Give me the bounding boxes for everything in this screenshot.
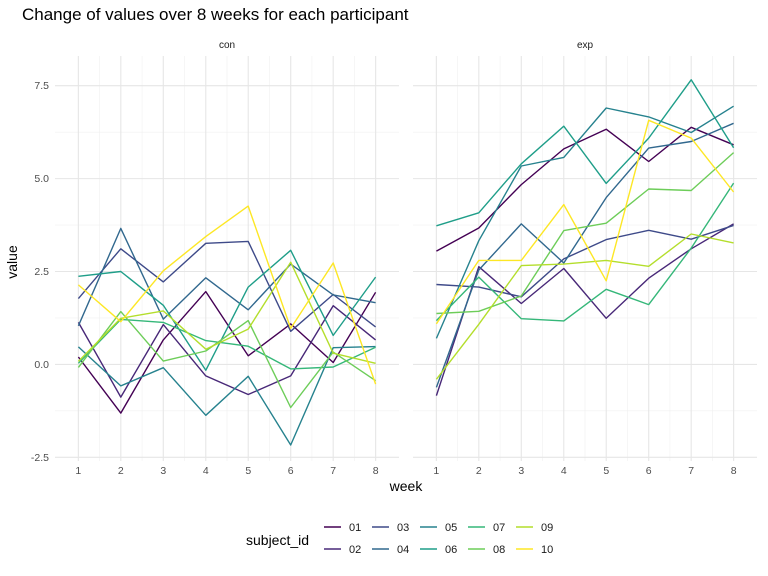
legend-item-01: 01 xyxy=(324,522,361,534)
y-axis-title: value xyxy=(4,245,20,279)
legend-label: 09 xyxy=(541,522,553,534)
x-tick-label: 6 xyxy=(646,465,652,477)
series-line-exp-09 xyxy=(435,233,734,380)
y-tick-label: 0.0 xyxy=(34,359,49,371)
legend-label: 06 xyxy=(445,544,457,556)
series-line-con-03 xyxy=(77,240,377,332)
series-line-exp-05 xyxy=(435,105,734,339)
x-tick-label: 7 xyxy=(688,465,694,477)
series-line-con-09 xyxy=(77,261,376,364)
x-axis-title: week xyxy=(389,478,424,494)
legend-label: 08 xyxy=(493,544,505,556)
legend-label: 02 xyxy=(349,544,361,556)
series-line-exp-04 xyxy=(435,122,734,388)
facet-strip-label: exp xyxy=(577,40,594,51)
x-tick-label: 8 xyxy=(731,465,737,477)
x-tick-label: 6 xyxy=(288,465,294,477)
y-tick-label: 7.5 xyxy=(34,80,49,92)
legend-label: 10 xyxy=(541,544,553,556)
x-tick-label: 4 xyxy=(203,465,209,477)
x-tick-label: 1 xyxy=(433,465,439,477)
facet-panel-con: con 1 2 3 4 5 6 7 8 -2.5 0.0 2.5 5.0 7.5 xyxy=(31,40,399,477)
x-tick-label: 1 xyxy=(75,465,81,477)
x-tick-label: 5 xyxy=(245,465,251,477)
x-tick-label: 3 xyxy=(160,465,166,477)
legend-label: 04 xyxy=(397,544,409,556)
x-tick-label: 4 xyxy=(561,465,567,477)
series-line-con-05 xyxy=(77,345,376,446)
legend-item-03: 03 xyxy=(372,522,409,534)
series-line-con-08 xyxy=(77,310,376,409)
chart-title: Change of values over 8 weeks for each p… xyxy=(22,5,409,24)
series-line-con-04 xyxy=(77,227,376,327)
facet-strip-label: con xyxy=(219,40,235,51)
series-line-con-10 xyxy=(77,205,377,385)
series-line-exp-10 xyxy=(435,119,735,325)
series-line-con-02 xyxy=(77,305,377,398)
y-tick-label: -2.5 xyxy=(31,452,49,464)
legend-item-02: 02 xyxy=(324,544,361,556)
facet-panel-exp: exp 1 2 3 4 5 6 7 8 xyxy=(413,40,757,477)
legend-item-07: 07 xyxy=(468,522,505,534)
series-line-exp-01 xyxy=(436,126,734,252)
legend-item-08: 08 xyxy=(468,544,505,556)
legend-item-05: 05 xyxy=(420,522,457,534)
series-line-exp-02 xyxy=(435,223,734,396)
series-line-exp-07 xyxy=(435,182,735,322)
legend-label: 03 xyxy=(397,522,409,534)
series-line-exp-03 xyxy=(436,224,734,298)
x-tick-label: 2 xyxy=(118,465,124,477)
legend-item-09: 09 xyxy=(516,522,553,534)
legend-item-06: 06 xyxy=(420,544,457,556)
x-tick-label: 3 xyxy=(518,465,524,477)
legend-title: subject_id xyxy=(246,532,309,548)
legend-label: 05 xyxy=(445,522,457,534)
x-tick-label: 7 xyxy=(330,465,336,477)
series-line-con-01 xyxy=(77,290,377,414)
x-tick-label: 5 xyxy=(603,465,609,477)
x-tick-label: 8 xyxy=(373,465,379,477)
legend: subject_id 01 02 03 04 05 06 07 08 09 10 xyxy=(246,522,553,556)
series-line-con-06 xyxy=(78,249,377,371)
facet-panels: con 1 2 3 4 5 6 7 8 -2.5 0.0 2.5 5.0 7.5 exp 1 2 3 4 5 6 7 8 xyxy=(31,40,757,477)
legend-item-04: 04 xyxy=(372,544,409,556)
legend-label: 01 xyxy=(349,522,361,534)
legend-item-10: 10 xyxy=(516,544,553,556)
series-line-exp-08 xyxy=(436,152,735,315)
x-tick-label: 2 xyxy=(476,465,482,477)
series-line-exp-06 xyxy=(436,79,735,227)
y-tick-label: 5.0 xyxy=(34,173,49,185)
y-tick-label: 2.5 xyxy=(34,266,49,278)
legend-label: 07 xyxy=(493,522,505,534)
